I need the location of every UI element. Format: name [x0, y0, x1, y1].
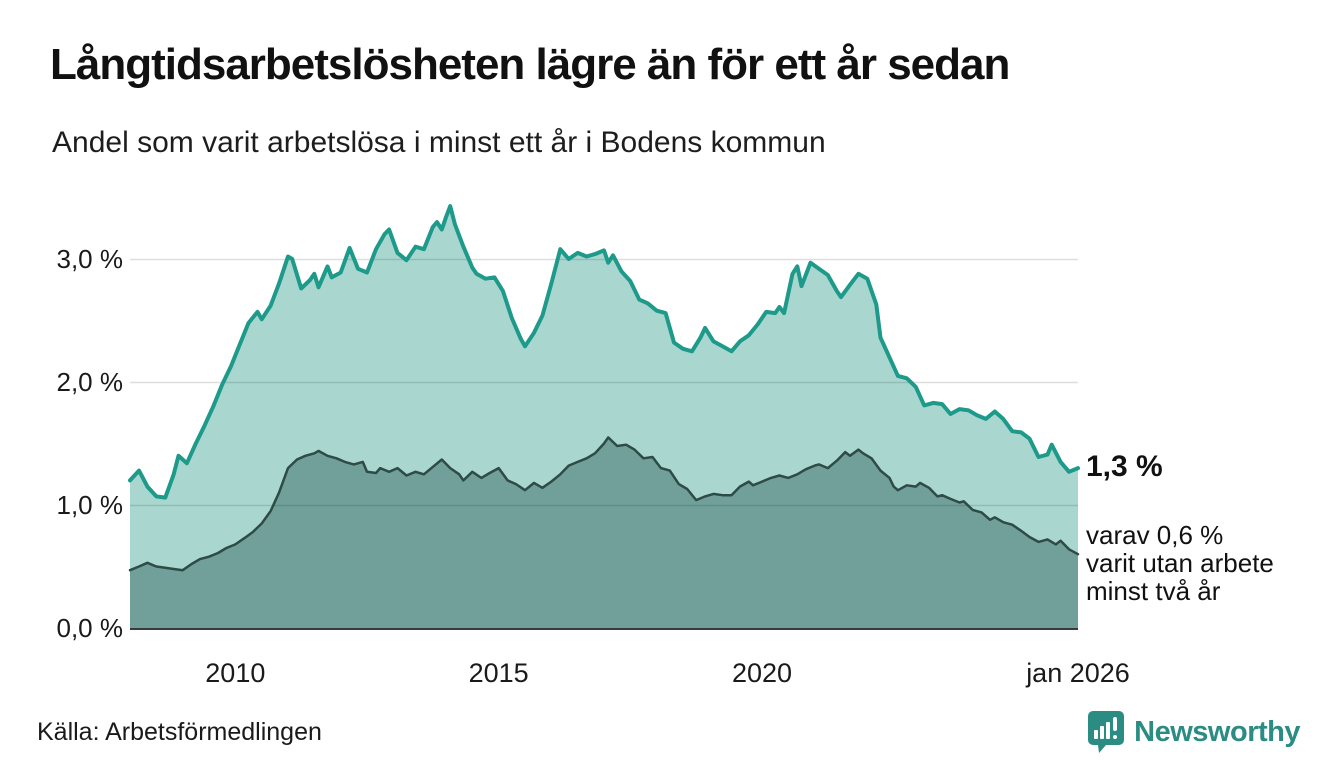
source-note: Källa: Arbetsförmedlingen [37, 718, 322, 746]
x-tick-label: 2015 [468, 658, 529, 688]
breakdown-line-2: varit utan arbete [1086, 548, 1274, 578]
line-total [128, 204, 1080, 500]
breakdown-line-3: minst två år [1086, 576, 1221, 606]
y-tick-label: 0,0 % [56, 613, 124, 643]
line-two-years [128, 436, 1080, 572]
x-tick-label: 2020 [731, 658, 793, 688]
page-subtitle: Andel som varit arbetslösa i minst ett å… [52, 126, 826, 159]
x-tick-label: 2010 [205, 658, 266, 688]
y-tick-label: 2,0 % [56, 367, 124, 397]
area-two-years [130, 437, 1078, 628]
brand-name: Newsworthy [1134, 715, 1300, 748]
x-tick-label: jan 2026 [1026, 658, 1130, 688]
brand-logo: Newsworthy [1087, 708, 1300, 756]
newsworthy-icon [1088, 711, 1125, 753]
y-tick-label: 3,0 % [56, 244, 124, 274]
breakdown-annotation: varav 0,6 % varit utan arbete minst två … [1086, 521, 1274, 605]
breakdown-line-1: varav 0,6 % [1086, 520, 1224, 550]
y-tick-label: 1,0 % [56, 490, 124, 520]
page-title: Långtidsarbetslösheten lägre än för ett … [50, 40, 1010, 89]
latest-value-label: 1,3 % [1086, 450, 1163, 483]
